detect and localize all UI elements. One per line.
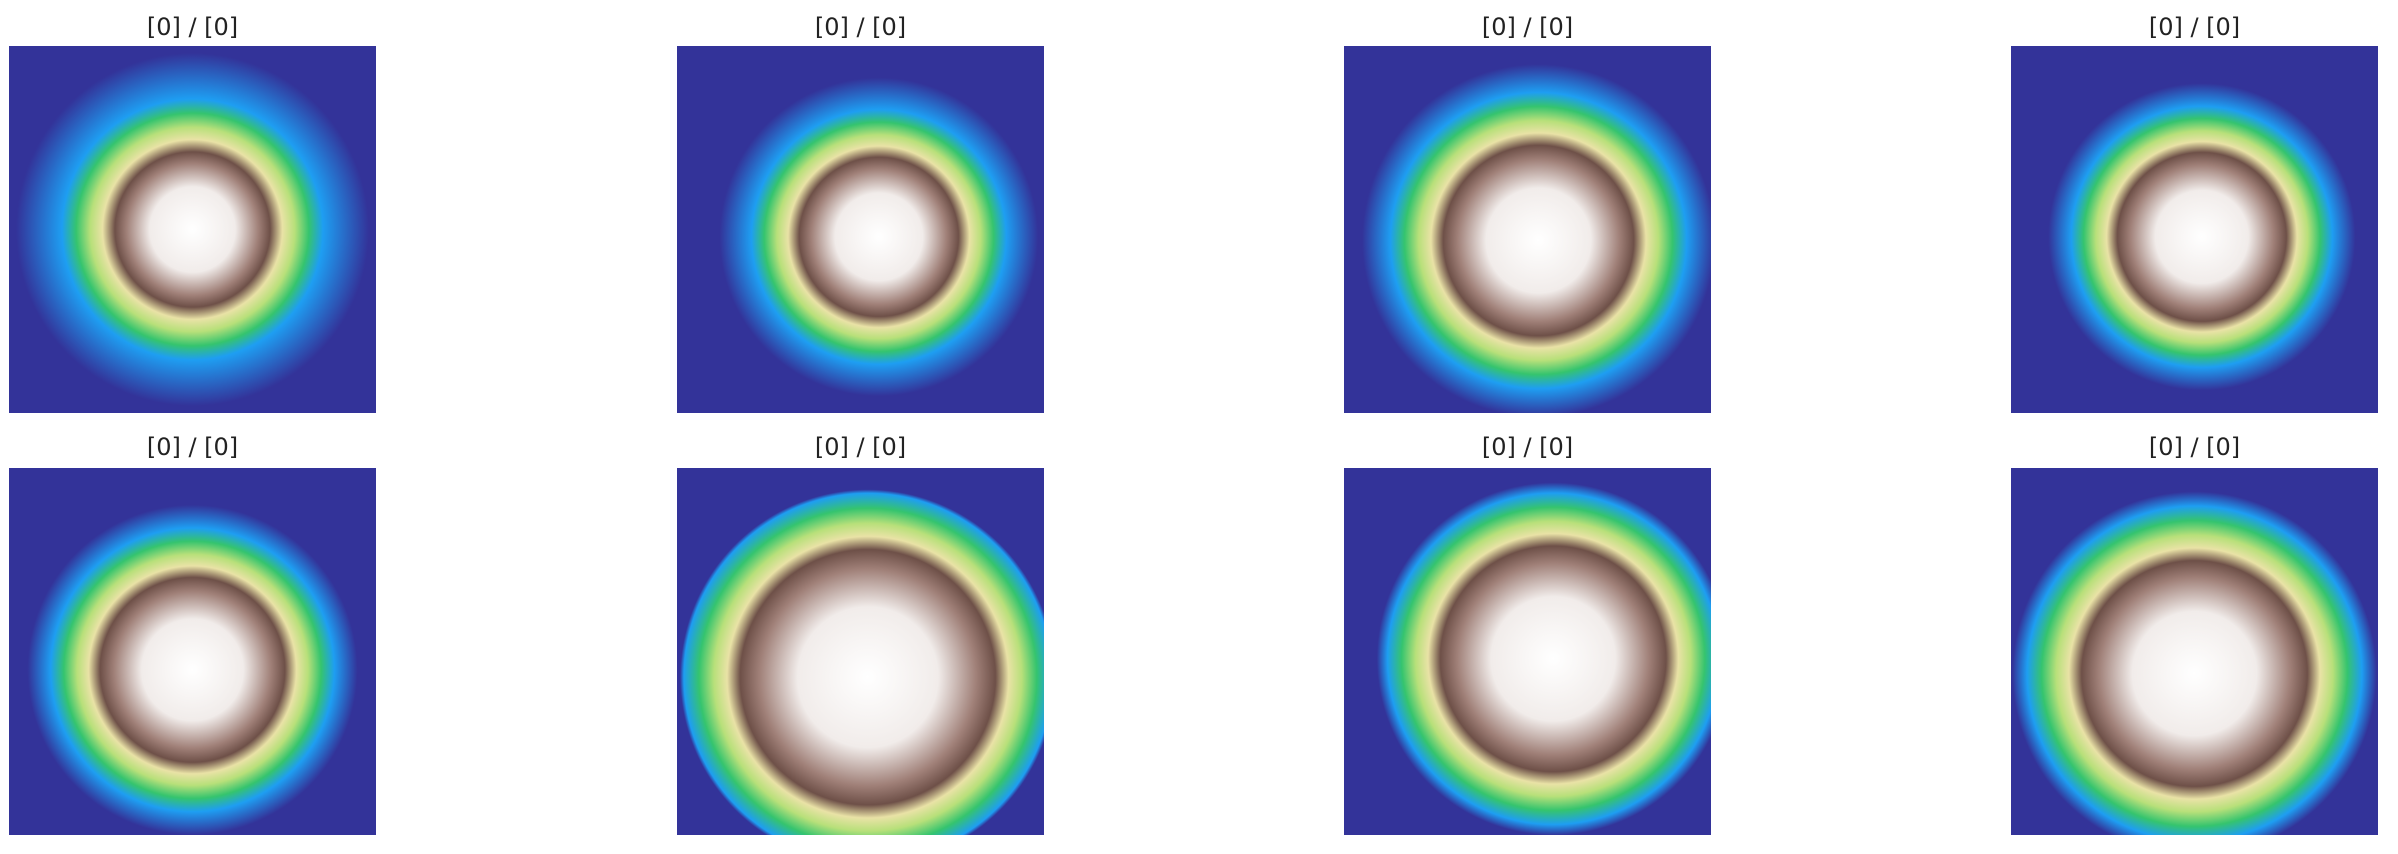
image xyxy=(1344,468,1711,835)
panel-title: [0] / [0] xyxy=(2149,433,2240,461)
image xyxy=(9,46,376,413)
image xyxy=(9,468,376,835)
panel-title: [0] / [0] xyxy=(147,13,238,41)
panel: [0] / [0] xyxy=(677,433,1044,835)
panel-title: [0] / [0] xyxy=(815,13,906,41)
panel: [0] / [0] xyxy=(1344,433,1711,835)
panel-title: [0] / [0] xyxy=(1482,13,1573,41)
panel-title: [0] / [0] xyxy=(2149,13,2240,41)
panel-title: [0] / [0] xyxy=(1482,433,1573,461)
panel: [0] / [0] xyxy=(677,13,1044,413)
panel: [0] / [0] xyxy=(9,433,376,835)
image xyxy=(677,468,1044,835)
image xyxy=(2011,468,2378,835)
image xyxy=(677,46,1044,413)
panel-title: [0] / [0] xyxy=(815,433,906,461)
panel: [0] / [0] xyxy=(9,13,376,413)
panel: [0] / [0] xyxy=(2011,13,2378,413)
image xyxy=(2011,46,2378,413)
panel: [0] / [0] xyxy=(2011,433,2378,835)
panel: [0] / [0] xyxy=(1344,13,1711,413)
panel-title: [0] / [0] xyxy=(147,433,238,461)
image xyxy=(1344,46,1711,413)
